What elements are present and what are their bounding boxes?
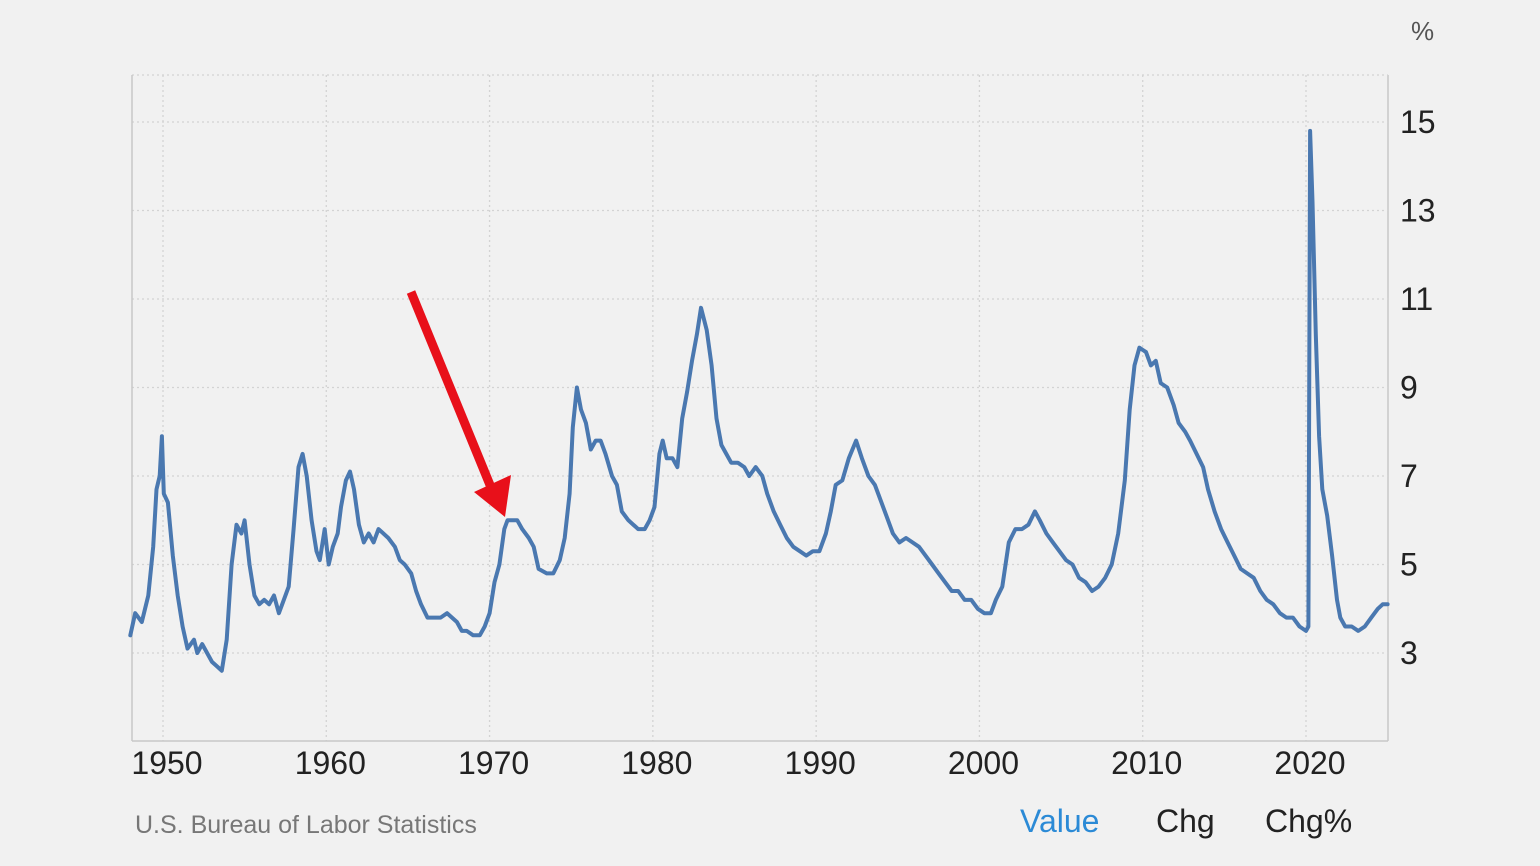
x-tick-label: 2010 bbox=[1111, 745, 1182, 781]
x-tick-label: 1980 bbox=[621, 745, 692, 781]
y-tick-label: 3 bbox=[1400, 635, 1418, 671]
x-tick-label: 1960 bbox=[295, 745, 366, 781]
y-tick-labels: 3 5 7 9 11 13 15 bbox=[1400, 104, 1436, 671]
source-label: U.S. Bureau of Labor Statistics bbox=[135, 811, 477, 839]
x-tick-label: 2020 bbox=[1274, 745, 1345, 781]
x-tick-label: 1970 bbox=[458, 745, 529, 781]
x-tick-label: 1990 bbox=[785, 745, 856, 781]
y-tick-label: 15 bbox=[1400, 104, 1436, 140]
red-arrow-annotation bbox=[406, 290, 511, 517]
tab-chg[interactable]: Chg bbox=[1156, 803, 1215, 839]
grid-horizontal bbox=[132, 74, 1388, 654]
y-tick-label: 13 bbox=[1400, 193, 1436, 229]
x-tick-labels: 1950 1960 1970 1980 1990 2000 2010 2020 bbox=[131, 745, 1345, 781]
series-line bbox=[128, 128, 1390, 673]
view-tabs: Value Chg Chg% bbox=[0, 803, 1540, 847]
x-tick-label: 1950 bbox=[131, 745, 202, 781]
y-tick-label: 11 bbox=[1400, 281, 1433, 317]
arrow-head bbox=[474, 475, 511, 517]
arrow-shaft bbox=[406, 290, 495, 487]
y-tick-label: 9 bbox=[1400, 370, 1418, 406]
grid-vertical bbox=[162, 75, 1389, 741]
y-tick-label: 5 bbox=[1400, 547, 1418, 583]
unit-label: % bbox=[1411, 16, 1434, 46]
tab-value[interactable]: Value bbox=[1020, 803, 1100, 839]
y-tick-label: 7 bbox=[1400, 458, 1418, 494]
tab-chg-percent[interactable]: Chg% bbox=[1265, 803, 1353, 839]
x-tick-label: 2000 bbox=[948, 745, 1019, 781]
